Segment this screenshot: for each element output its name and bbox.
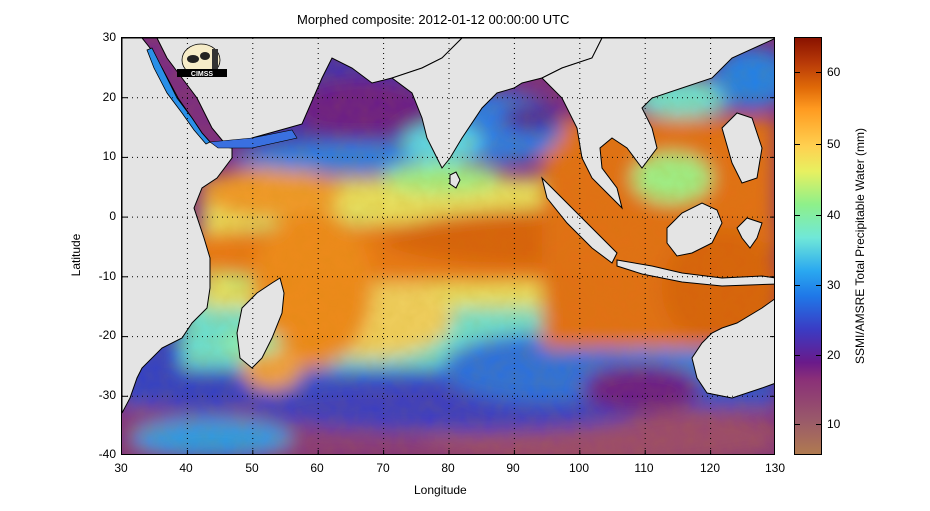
x-axis-label: Longitude xyxy=(414,483,467,497)
colorbar-tick xyxy=(816,72,821,73)
chart-title-text: Morphed composite: 2012-01-12 00:00:00 U… xyxy=(297,12,570,27)
colorbar xyxy=(794,37,822,455)
tick-marks xyxy=(122,97,774,454)
y-tick-minus-10: -10 xyxy=(98,269,116,283)
colorbar-tick xyxy=(816,144,821,145)
y-tick-20: 20 xyxy=(102,90,116,104)
x-tick-80: 80 xyxy=(441,461,455,475)
cimss-logo: CIMSS xyxy=(177,43,227,78)
colorbar-tick xyxy=(795,355,800,356)
colorbar-label-40: 40 xyxy=(827,208,841,222)
x-tick-120: 120 xyxy=(699,461,721,475)
land-masses xyxy=(122,38,774,414)
x-tick-90: 90 xyxy=(506,461,520,475)
y-tick-minus-20: -20 xyxy=(98,328,116,342)
colorbar-tick xyxy=(816,424,821,425)
y-tick-minus-40: -40 xyxy=(98,447,116,461)
x-tick-130: 130 xyxy=(764,461,786,475)
y-tick-0: 0 xyxy=(109,209,116,223)
x-tick-100: 100 xyxy=(568,461,590,475)
y-tick-10: 10 xyxy=(102,149,116,163)
colorbar-tick xyxy=(816,355,821,356)
colorbar-title: SSMI/AMSRE Total Precipitable Water (mm) xyxy=(853,127,867,365)
colorbar-label-30: 30 xyxy=(827,278,841,292)
colorbar-tick xyxy=(795,72,800,73)
colorbar-label-50: 50 xyxy=(827,137,841,151)
colorbar-label-60: 60 xyxy=(827,65,841,79)
y-axis-label: Latitude xyxy=(69,233,83,277)
y-tick-30: 30 xyxy=(102,30,116,44)
tpw-map: CIMSS xyxy=(122,38,774,454)
colorbar-tick xyxy=(795,424,800,425)
colorbar-tick xyxy=(816,285,821,286)
x-tick-60: 60 xyxy=(310,461,324,475)
colorbar-tick xyxy=(816,215,821,216)
x-tick-40: 40 xyxy=(179,461,193,475)
svg-text:CIMSS: CIMSS xyxy=(191,71,214,78)
colorbar-tick xyxy=(795,144,800,145)
colorbar-label-20: 20 xyxy=(827,348,841,362)
colorbar-tick xyxy=(795,215,800,216)
gridlines xyxy=(122,38,774,454)
x-tick-70: 70 xyxy=(376,461,390,475)
y-tick-minus-30: -30 xyxy=(98,388,116,402)
x-tick-110: 110 xyxy=(634,461,654,475)
colorbar-label-10: 10 xyxy=(827,417,841,431)
x-tick-50: 50 xyxy=(245,461,259,475)
colorbar-tick xyxy=(795,285,800,286)
map-plot-area: CIMSS xyxy=(121,37,775,455)
x-tick-30: 30 xyxy=(114,461,128,475)
